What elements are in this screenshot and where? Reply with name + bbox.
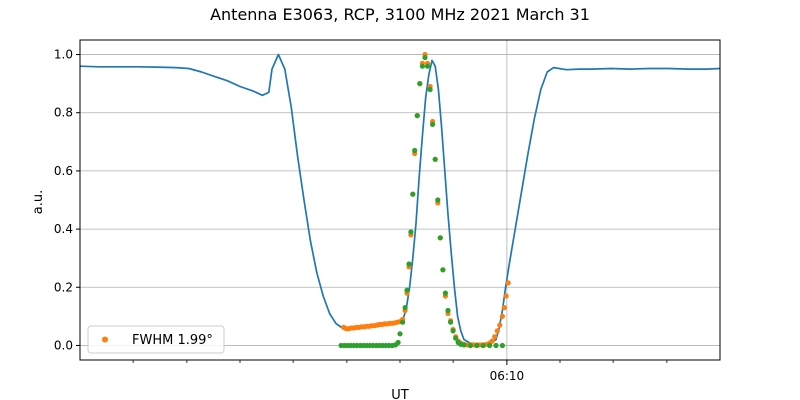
data-point bbox=[489, 338, 495, 344]
data-point bbox=[395, 339, 401, 346]
x-axis-label: UT bbox=[391, 388, 409, 400]
data-point bbox=[422, 54, 428, 61]
data-point bbox=[461, 342, 467, 348]
data-point bbox=[419, 63, 425, 69]
data-point bbox=[442, 290, 448, 296]
data-point bbox=[450, 328, 456, 334]
y-tick-label: 0.0 bbox=[54, 338, 73, 352]
data-point bbox=[505, 280, 511, 286]
legend-box bbox=[87, 325, 225, 354]
x-tick-label: 06:10 bbox=[490, 369, 525, 383]
data-point bbox=[487, 342, 493, 349]
data-point bbox=[480, 342, 486, 349]
legend-marker bbox=[102, 336, 108, 343]
y-tick-label: 1.0 bbox=[54, 48, 73, 62]
data-point bbox=[494, 328, 500, 334]
y-tick-label: 0.6 bbox=[54, 164, 73, 178]
grid bbox=[80, 40, 720, 360]
data-point bbox=[402, 305, 408, 311]
y-tick-label: 0.2 bbox=[54, 280, 73, 294]
data-point bbox=[492, 334, 498, 340]
data-point bbox=[406, 261, 412, 267]
data-point bbox=[400, 319, 406, 325]
axes: 0.0 0.2 0.4 0.6 0.8 1.0 06:10 bbox=[54, 48, 668, 383]
series-line bbox=[79, 53, 721, 346]
data-point bbox=[397, 331, 403, 337]
chart-title: Antenna E3063, RCP, 3100 MHz 2021 March … bbox=[210, 5, 590, 24]
data-point bbox=[414, 113, 420, 119]
data-point bbox=[427, 86, 433, 93]
data-point bbox=[404, 287, 410, 293]
data-point bbox=[467, 342, 473, 349]
data-point bbox=[410, 191, 416, 197]
data-point bbox=[432, 156, 438, 162]
data-point bbox=[499, 313, 505, 319]
data-point bbox=[499, 342, 505, 349]
legend-label: FWHM 1.99° bbox=[132, 333, 213, 348]
legend: FWHM 1.99° bbox=[87, 325, 225, 354]
data-point bbox=[493, 342, 499, 349]
data-point bbox=[424, 63, 431, 69]
y-axis-label: a.u. bbox=[31, 190, 46, 214]
plot-frame bbox=[79, 39, 721, 361]
data-point bbox=[497, 322, 503, 328]
data-point bbox=[417, 81, 423, 87]
data-point bbox=[503, 293, 509, 299]
y-tick-label: 0.4 bbox=[54, 222, 73, 236]
data-point bbox=[448, 319, 454, 325]
data-point bbox=[437, 235, 443, 241]
data-point bbox=[453, 335, 459, 341]
y-tick-label: 0.8 bbox=[54, 106, 73, 120]
data-point bbox=[445, 307, 451, 314]
series-layer bbox=[79, 51, 721, 349]
data-point bbox=[412, 147, 418, 154]
data-point bbox=[435, 197, 441, 203]
data-point bbox=[501, 305, 507, 311]
data-point bbox=[430, 121, 436, 127]
data-point bbox=[474, 342, 480, 349]
data-point bbox=[408, 229, 414, 235]
data-point bbox=[440, 267, 446, 273]
